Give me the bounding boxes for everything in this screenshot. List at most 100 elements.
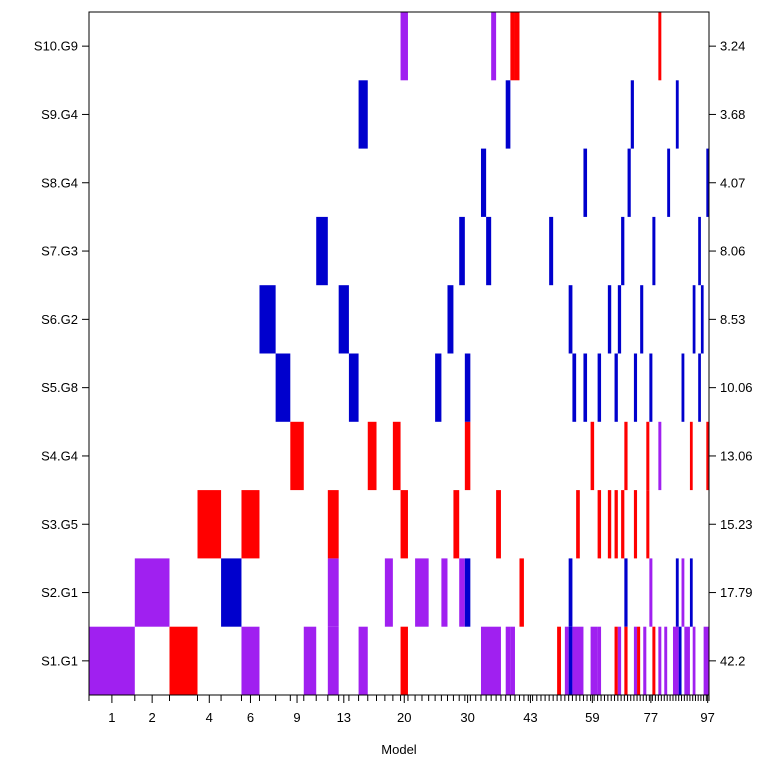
y-axis-right: 42.2 17.79 15.23 13.06 10.06 8.53 8.06 4.07 3.68… <box>709 39 753 668</box>
heatmap-cells <box>89 12 709 695</box>
cell-S5.G8-1 <box>348 353 359 422</box>
cell-S7.G3-3 <box>549 216 554 286</box>
cell-S1.G1-22 <box>652 626 656 695</box>
cell-S9.G4-1 <box>505 80 511 149</box>
cell-S3.G5-4 <box>453 490 460 559</box>
cell-S4.G4-3 <box>464 421 471 491</box>
cell-S4.G4-9 <box>706 421 709 491</box>
row-label: S4.G4 <box>41 448 78 463</box>
cell-S2.G1-3 <box>384 558 393 627</box>
cell-S1.G1-26 <box>678 626 682 695</box>
cell-S1.G1-17 <box>617 626 622 695</box>
x-tick-label: 13 <box>337 710 351 725</box>
cell-S3.G5-5 <box>496 490 501 559</box>
cell-S1.G1-10 <box>557 626 562 695</box>
cell-S2.G1-10 <box>624 558 628 627</box>
cell-S8.G4-4 <box>706 148 709 217</box>
x-tick-label: 1 <box>108 710 115 725</box>
cell-S1.G1-24 <box>664 626 668 695</box>
cell-S4.G4-8 <box>689 421 693 491</box>
cell-S10.G9-2 <box>510 12 515 81</box>
cell-S8.G4-2 <box>627 148 631 217</box>
x-tick-label: 2 <box>149 710 156 725</box>
cell-S1.G1-25 <box>672 626 679 695</box>
cell-S4.G4-7 <box>658 421 662 491</box>
cell-S4.G4-4 <box>590 421 595 491</box>
cell-S2.G1-1 <box>221 558 242 627</box>
cell-S1.G1-7 <box>480 626 501 695</box>
cell-S2.G1-2 <box>327 558 339 627</box>
row-value: 42.2 <box>720 653 745 668</box>
cell-S7.G3-0 <box>316 216 328 286</box>
cell-S2.G1-7 <box>464 558 471 627</box>
row-value: 4.07 <box>720 175 745 190</box>
cell-S1.G1-1 <box>169 626 198 695</box>
cell-S6.G2-0 <box>259 285 276 354</box>
x-tick-label: 20 <box>397 710 411 725</box>
cell-S2.G1-6 <box>459 558 465 627</box>
cell-S5.G8-6 <box>597 353 602 422</box>
cell-S6.G2-5 <box>617 285 622 354</box>
row-label: S7.G3 <box>41 244 78 259</box>
cell-S7.G3-1 <box>459 216 465 286</box>
cell-S1.G1-3 <box>303 626 317 695</box>
cell-S5.G8-4 <box>572 353 577 422</box>
cell-S4.G4-5 <box>624 421 628 491</box>
cell-S5.G8-7 <box>614 353 618 422</box>
cell-S2.G1-8 <box>519 558 524 627</box>
cell-S6.G2-2 <box>447 285 454 354</box>
cell-S5.G8-3 <box>464 353 471 422</box>
cell-S10.G9-0 <box>400 12 408 81</box>
x-tick-label: 9 <box>293 710 300 725</box>
cell-S1.G1-19 <box>633 626 638 695</box>
cell-S1.G1-8 <box>505 626 511 695</box>
row-label: S5.G8 <box>41 380 78 395</box>
cell-S2.G1-5 <box>441 558 448 627</box>
cell-S1.G1-12 <box>568 626 573 695</box>
cell-S1.G1-0 <box>89 626 135 695</box>
cell-S9.G4-0 <box>358 80 368 149</box>
cell-S3.G5-8 <box>607 490 612 559</box>
cell-S1.G1-4 <box>327 626 339 695</box>
cell-S1.G1-14 <box>590 626 598 695</box>
row-value: 8.53 <box>720 312 745 327</box>
cell-S5.G8-8 <box>633 353 638 422</box>
cell-S3.G5-6 <box>576 490 580 559</box>
x-tick-label: 6 <box>247 710 254 725</box>
cell-S1.G1-20 <box>637 626 641 695</box>
cell-S3.G5-12 <box>646 490 650 559</box>
cell-S3.G5-11 <box>633 490 638 559</box>
cell-S10.G9-4 <box>658 12 662 81</box>
cell-S1.G1-18 <box>624 626 628 695</box>
row-value: 10.06 <box>720 380 753 395</box>
cell-S1.G1-5 <box>358 626 368 695</box>
x-tick-label: 4 <box>206 710 213 725</box>
x-tick-label: 30 <box>460 710 474 725</box>
cell-S5.G8-11 <box>698 353 701 422</box>
y-axis-left: S1.G1 S2.G1 S3.G5 S4.G4 S5.G8 S6.G2 S7.G3 S8.G4… <box>34 39 89 668</box>
cell-S1.G1-11 <box>564 626 569 695</box>
cell-S6.G2-3 <box>568 285 573 354</box>
row-value: 13.06 <box>720 448 753 463</box>
x-axis: 1 2 4 6 9 13 20 30 43 59 77 97 <box>88 694 715 725</box>
cell-S8.G4-3 <box>667 148 671 217</box>
cell-S1.G1-9 <box>510 626 515 695</box>
cell-S7.G3-4 <box>621 216 625 286</box>
cell-S1.G1-21 <box>643 626 647 695</box>
row-label: S3.G5 <box>41 517 78 532</box>
row-value: 3.24 <box>720 39 745 54</box>
cell-S9.G4-3 <box>675 80 679 149</box>
cell-S3.G5-7 <box>597 490 602 559</box>
cell-S10.G9-1 <box>491 12 497 81</box>
row-label: S1.G1 <box>41 653 78 668</box>
cell-S1.G1-2 <box>241 626 260 695</box>
x-tick-label: 59 <box>585 710 599 725</box>
row-value: 17.79 <box>720 585 753 600</box>
cell-S3.G5-2 <box>327 490 339 559</box>
cell-S5.G8-2 <box>435 353 442 422</box>
cell-S1.G1-27 <box>684 626 690 695</box>
cell-S5.G8-10 <box>681 353 685 422</box>
cell-S2.G1-13 <box>681 558 685 627</box>
cell-S3.G5-1 <box>241 490 260 559</box>
cell-S1.G1-15 <box>597 626 602 695</box>
